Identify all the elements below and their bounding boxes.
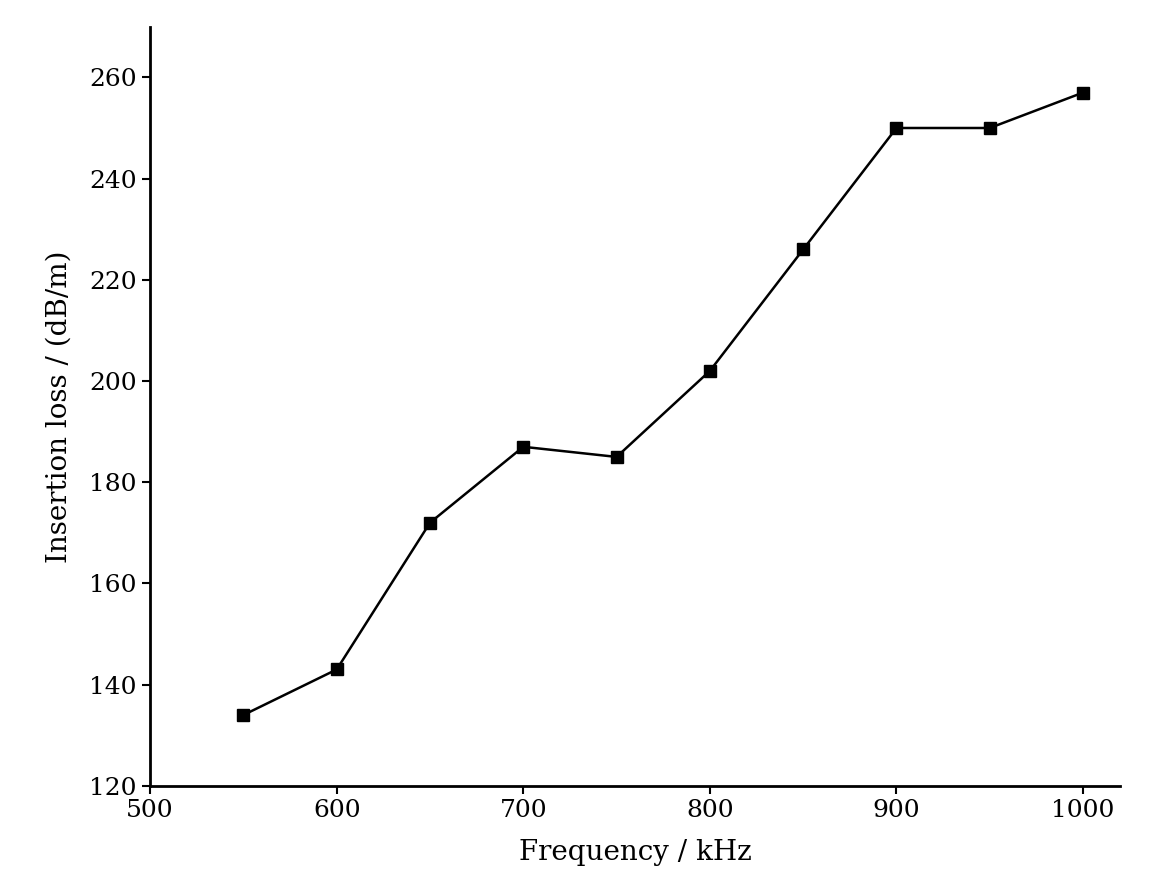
Y-axis label: Insertion loss / (dB/m): Insertion loss / (dB/m) (46, 250, 73, 563)
X-axis label: Frequency / kHz: Frequency / kHz (519, 839, 752, 865)
